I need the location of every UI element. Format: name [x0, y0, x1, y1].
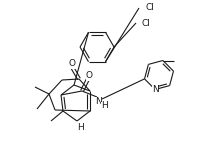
Text: H: H [101, 102, 107, 110]
Text: O: O [69, 59, 75, 69]
Text: Cl: Cl [145, 4, 154, 12]
Text: O: O [85, 71, 92, 81]
Text: Cl: Cl [142, 18, 151, 28]
Text: N: N [95, 97, 101, 105]
Text: H: H [77, 123, 83, 133]
Text: N: N [152, 85, 158, 94]
